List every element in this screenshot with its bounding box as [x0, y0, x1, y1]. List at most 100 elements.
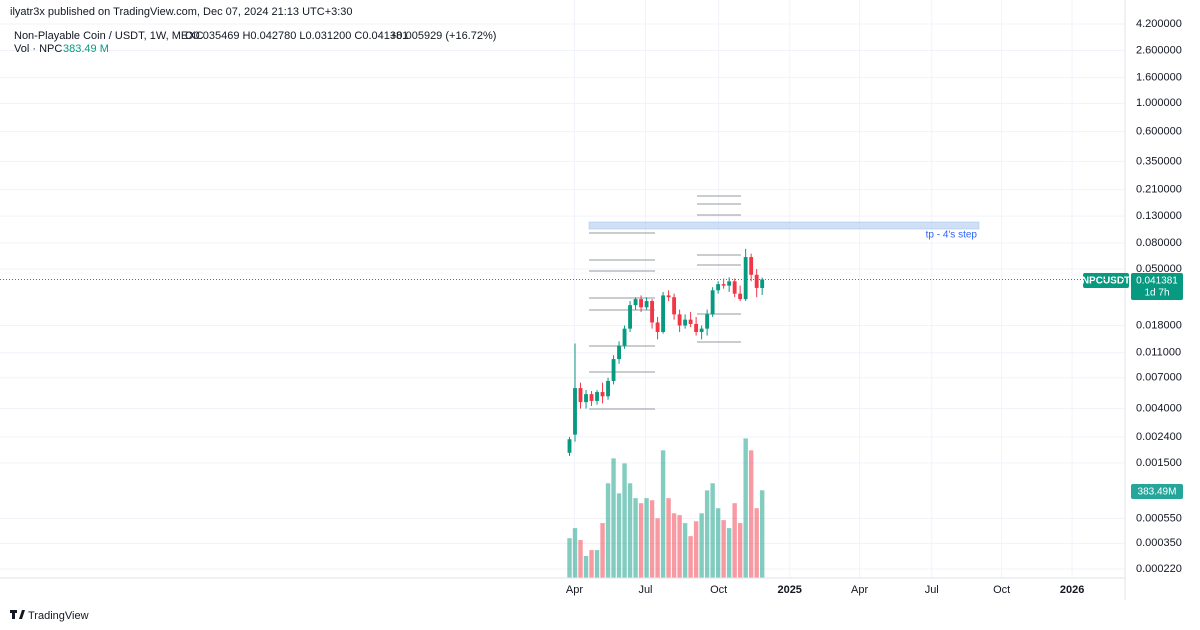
price-tag-symbol-box — [1083, 273, 1129, 288]
candle-body — [600, 392, 605, 397]
x-tick-label: Apr — [566, 584, 583, 596]
volume-bar — [688, 536, 693, 578]
volume-bar — [699, 513, 704, 578]
volume-bar — [748, 450, 754, 578]
candle-body — [622, 328, 627, 346]
volume-bar — [666, 498, 671, 578]
volume-bar — [704, 490, 710, 578]
candle-body — [743, 257, 748, 300]
volume-bar — [600, 523, 605, 578]
x-tick-label: Oct — [993, 584, 1010, 596]
volume-bar — [644, 498, 649, 578]
volume-bar — [732, 503, 737, 578]
y-tick-label: 0.080000 — [1136, 237, 1182, 249]
y-tick-label: 0.130000 — [1136, 210, 1182, 222]
candle-body — [628, 305, 632, 329]
volume-bar — [754, 508, 759, 578]
volume-bar — [572, 528, 578, 578]
candle-body — [732, 281, 737, 294]
volume-bar — [605, 483, 611, 578]
annotation: tp - 4's step — [926, 230, 978, 241]
price-tag: NPCUSDT 0.041381 1d 7h 383.49M — [1082, 273, 1183, 499]
price-tag-countdown: 1d 7h — [1144, 288, 1169, 299]
candle-body — [617, 345, 621, 360]
footer-logo: TradingView — [10, 610, 89, 622]
y-tick-label: 0.000350 — [1136, 537, 1182, 549]
candle-body — [584, 394, 588, 403]
target-zone — [588, 221, 980, 230]
volume-tag-box — [1131, 484, 1183, 499]
candle-body — [661, 295, 666, 332]
candle-body — [677, 314, 682, 326]
y-tick-label: 0.000220 — [1136, 563, 1182, 575]
candle-body — [727, 281, 732, 286]
candle-body — [611, 359, 616, 381]
candle-body — [738, 293, 743, 300]
volume-bar — [721, 520, 726, 578]
volume-bar — [710, 483, 715, 578]
drawn-levels — [589, 195, 741, 410]
volume-bar — [616, 493, 622, 578]
x-tick-label: 2025 — [777, 584, 801, 596]
y-tick-label: 0.050000 — [1136, 263, 1182, 275]
volume-bar — [759, 490, 765, 578]
volume-bar — [633, 498, 638, 578]
y-tick-label: 0.002400 — [1136, 431, 1182, 443]
price-tag-box — [1131, 273, 1183, 300]
y-tick-label: 1.000000 — [1136, 97, 1182, 109]
y-tick-label: 0.011000 — [1136, 347, 1181, 359]
y-tick-label: 0.600000 — [1136, 125, 1182, 137]
candle-body — [573, 388, 577, 435]
legend-volume-value: 383.49 M — [63, 43, 109, 55]
candle-body — [595, 392, 599, 401]
price-tag-value: 0.041381 — [1136, 276, 1178, 287]
y-tick-label: 0.350000 — [1136, 155, 1182, 167]
volume-bar — [660, 450, 666, 578]
y-tick-label: 2.600000 — [1136, 44, 1182, 56]
candle-body — [749, 257, 754, 275]
candle-body — [639, 299, 643, 308]
legend-symbol: Non-Playable Coin / USDT, 1W, MEXC — [14, 30, 204, 42]
candle-body — [666, 295, 671, 298]
candle-body — [606, 380, 610, 397]
x-tick-label: 2026 — [1060, 584, 1084, 596]
volume-bar — [649, 500, 655, 578]
candle-body — [578, 388, 583, 403]
candle-body — [705, 314, 710, 329]
x-tick-label: Jul — [638, 584, 652, 596]
volume-bar — [693, 521, 699, 578]
volume-bar — [589, 550, 594, 578]
volume-bar — [622, 463, 627, 578]
candle-body — [672, 297, 677, 315]
x-tick-label: Jul — [925, 584, 939, 596]
x-tick-label: Apr — [851, 584, 868, 596]
volume-pane — [567, 438, 765, 578]
legend-ohlc: O0.035469 H0.042780 L0.031200 C0.041381 — [185, 30, 408, 42]
y-tick-label: 0.007000 — [1136, 372, 1182, 384]
volume-bar — [682, 523, 688, 578]
candle-body — [650, 301, 655, 323]
y-tick-label: 0.001500 — [1136, 457, 1182, 469]
volume-bar — [677, 515, 682, 578]
candles — [567, 248, 765, 456]
legend-change: +0.005929 (+16.72%) — [390, 30, 496, 42]
volume-bar — [638, 503, 644, 578]
volume-bar — [726, 528, 732, 578]
candle-body — [710, 290, 715, 315]
candle-body — [694, 323, 699, 332]
volume-bar — [737, 523, 743, 578]
volume-bar — [583, 556, 589, 578]
volume-bar — [671, 513, 677, 578]
candle-body — [633, 299, 638, 306]
volume-bar — [627, 483, 633, 578]
candle-body — [567, 439, 572, 453]
footer: TradingView — [28, 610, 89, 622]
candle-body — [644, 301, 649, 308]
y-tick-label: 0.004000 — [1136, 403, 1182, 415]
candle-body — [721, 284, 726, 286]
candle-body — [754, 274, 759, 288]
candle-body — [760, 279, 765, 288]
y-tick-label: 4.200000 — [1136, 18, 1182, 30]
